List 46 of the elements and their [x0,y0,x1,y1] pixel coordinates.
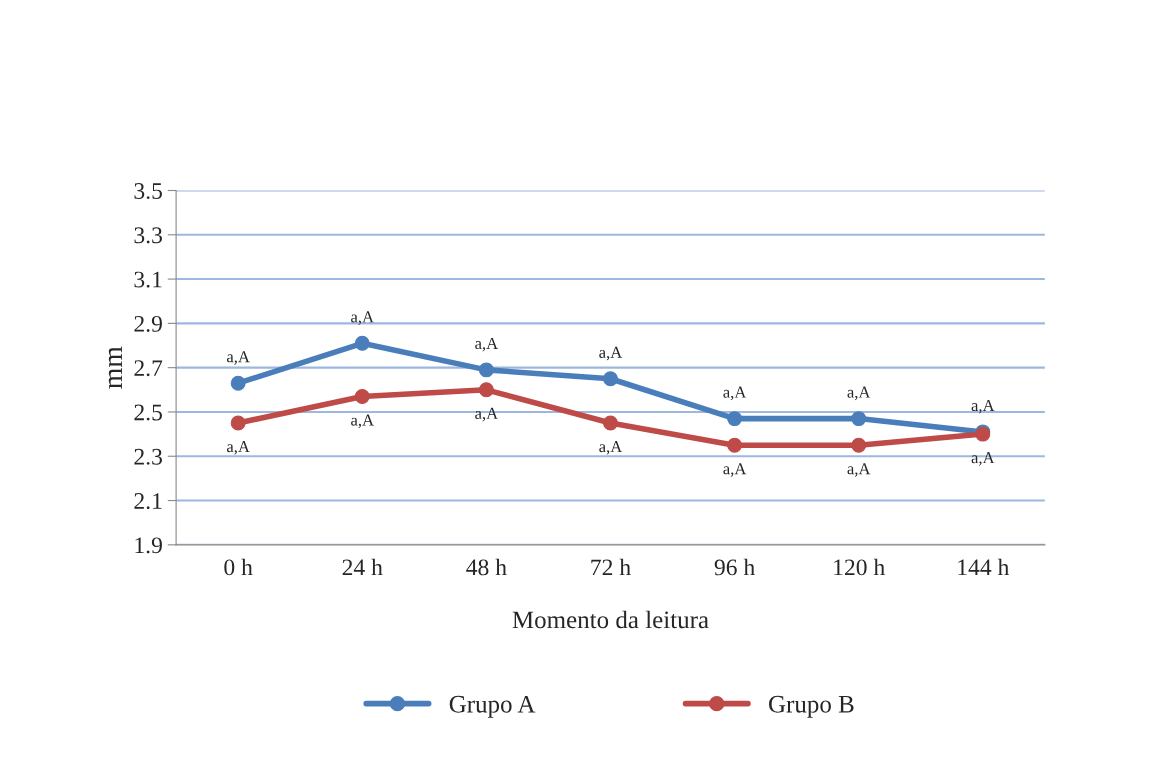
point [603,371,618,387]
y-axis-title: mm [108,346,122,389]
point [727,411,743,427]
x-tick-label: 144 h [958,558,1010,576]
data-label: a,A [723,386,747,401]
point [478,382,494,398]
x-tick-label: 24 h [342,558,383,576]
data-label: a,A [226,441,250,455]
point [478,362,494,378]
point [603,415,618,431]
y-tick-label: 2.3 [134,448,162,465]
y-tick-label: 3.5 [134,183,162,200]
y-tick-label: 3.1 [134,271,162,288]
y-tick-label: 2.5 [134,404,162,421]
y-tick-label: 3.3 [134,227,162,244]
data-label: a,A [847,386,871,401]
data-label: a,A [226,351,250,365]
data-label: a,A [971,452,995,466]
data-label: a,A [351,311,374,325]
point [230,375,246,391]
x-tick-label: 0 h [224,558,253,576]
y-tick-label: 2.1 [134,493,162,510]
x-tick-label: 48 h [466,558,507,576]
y-tick-label: 2.9 [134,315,162,332]
point [354,388,370,404]
x-tick-label: 72 h [591,558,631,576]
data-label: a,A [475,407,499,422]
data-label: a,A [723,463,747,477]
data-label: a,A [971,399,995,414]
data-label: a,A [847,463,871,477]
point [851,437,867,453]
y-tick-label: 2.7 [134,360,163,377]
data-label: a,A [599,346,623,361]
point [727,437,743,453]
data-label: a,A [351,414,374,429]
x-tick-label: 96 h [714,558,755,576]
x-axis-title: Momento da leitura [512,610,709,629]
legend-label: Grupo B [769,695,854,718]
data-label: a,A [599,441,623,455]
data-label: a,A [475,337,499,352]
point [851,411,867,427]
point [354,335,370,351]
point [230,415,246,431]
x-tick-label: 120 h [834,558,885,576]
legend-label: Grupo A [449,695,536,718]
y-tick-label: 1.9 [135,537,162,554]
